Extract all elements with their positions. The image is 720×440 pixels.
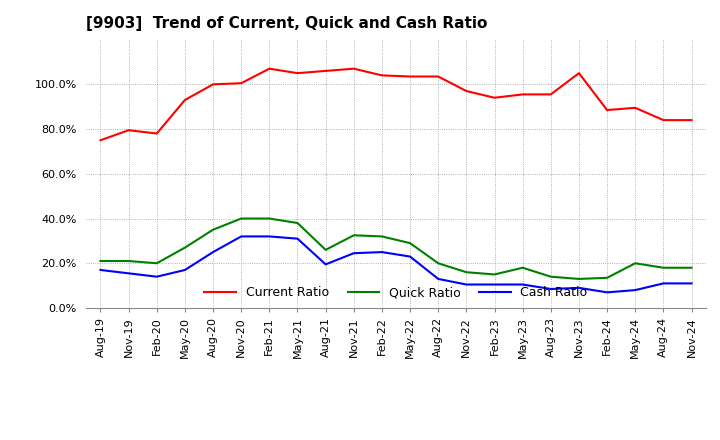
Cash Ratio [518, 282, 527, 287]
Current Ratio [153, 131, 161, 136]
Current Ratio [546, 92, 555, 97]
Quick Ratio [575, 276, 583, 282]
Current Ratio [321, 68, 330, 73]
Quick Ratio [603, 275, 611, 280]
Cash Ratio [490, 282, 499, 287]
Current Ratio [406, 74, 415, 79]
Cash Ratio [659, 281, 667, 286]
Quick Ratio [125, 258, 133, 264]
Current Ratio [687, 117, 696, 123]
Current Ratio [603, 107, 611, 113]
Cash Ratio [153, 274, 161, 279]
Current Ratio [434, 74, 443, 79]
Cash Ratio [293, 236, 302, 241]
Current Ratio [575, 70, 583, 76]
Quick Ratio [406, 241, 415, 246]
Text: [9903]  Trend of Current, Quick and Cash Ratio: [9903] Trend of Current, Quick and Cash … [86, 16, 487, 32]
Current Ratio [462, 88, 471, 94]
Current Ratio [293, 70, 302, 76]
Quick Ratio [349, 233, 358, 238]
Current Ratio [518, 92, 527, 97]
Legend: Current Ratio, Quick Ratio, Cash Ratio: Current Ratio, Quick Ratio, Cash Ratio [199, 282, 593, 304]
Quick Ratio [293, 220, 302, 226]
Current Ratio [181, 97, 189, 103]
Cash Ratio [349, 250, 358, 256]
Quick Ratio [181, 245, 189, 250]
Quick Ratio [96, 258, 105, 264]
Current Ratio [659, 117, 667, 123]
Cash Ratio [96, 268, 105, 273]
Line: Current Ratio: Current Ratio [101, 69, 691, 140]
Quick Ratio [518, 265, 527, 270]
Cash Ratio [181, 268, 189, 273]
Quick Ratio [546, 274, 555, 279]
Line: Quick Ratio: Quick Ratio [101, 219, 691, 279]
Cash Ratio [209, 249, 217, 255]
Current Ratio [349, 66, 358, 71]
Quick Ratio [237, 216, 246, 221]
Cash Ratio [546, 286, 555, 292]
Cash Ratio [631, 287, 639, 293]
Current Ratio [631, 105, 639, 110]
Quick Ratio [490, 272, 499, 277]
Current Ratio [265, 66, 274, 71]
Quick Ratio [462, 270, 471, 275]
Quick Ratio [153, 260, 161, 266]
Line: Cash Ratio: Cash Ratio [101, 236, 691, 292]
Current Ratio [96, 138, 105, 143]
Current Ratio [209, 82, 217, 87]
Cash Ratio [575, 285, 583, 290]
Current Ratio [237, 81, 246, 86]
Cash Ratio [321, 262, 330, 267]
Quick Ratio [377, 234, 386, 239]
Cash Ratio [265, 234, 274, 239]
Cash Ratio [462, 282, 471, 287]
Cash Ratio [687, 281, 696, 286]
Cash Ratio [434, 276, 443, 282]
Quick Ratio [321, 247, 330, 253]
Current Ratio [490, 95, 499, 100]
Quick Ratio [631, 260, 639, 266]
Current Ratio [377, 73, 386, 78]
Quick Ratio [265, 216, 274, 221]
Cash Ratio [406, 254, 415, 259]
Quick Ratio [659, 265, 667, 270]
Cash Ratio [237, 234, 246, 239]
Quick Ratio [209, 227, 217, 232]
Current Ratio [125, 128, 133, 133]
Quick Ratio [434, 260, 443, 266]
Cash Ratio [603, 290, 611, 295]
Quick Ratio [687, 265, 696, 270]
Cash Ratio [377, 249, 386, 255]
Cash Ratio [125, 271, 133, 276]
